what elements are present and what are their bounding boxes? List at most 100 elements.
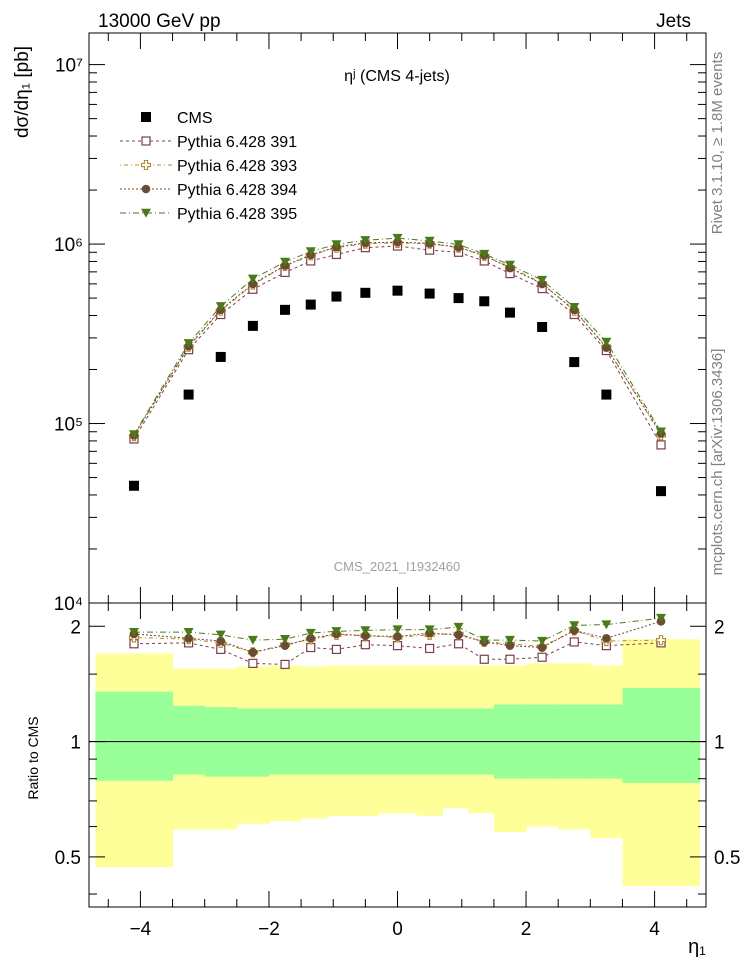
data-point-cms	[569, 357, 580, 368]
ratio-point	[280, 659, 290, 670]
ratio-point	[216, 636, 226, 646]
legend-marker	[141, 136, 151, 146]
mc-point	[479, 249, 490, 259]
main-y-tick-label: 10⁵	[54, 415, 83, 436]
main-series-line	[133, 237, 662, 435]
mc-point	[248, 279, 258, 289]
data-point-cms	[479, 296, 490, 307]
legend-marker	[140, 159, 152, 171]
uncertainty-band-inner	[622, 687, 701, 783]
ratio-point	[392, 625, 403, 635]
mc-point	[280, 257, 291, 267]
mc-point	[656, 427, 667, 437]
ratio-point	[183, 627, 194, 637]
main-y-tick-label: 10⁷	[55, 56, 83, 77]
mc-point	[247, 274, 258, 284]
uncertainty-band-inner	[236, 708, 270, 777]
ratio-point	[306, 642, 316, 653]
ratio-plot-panel: 0.5 0.5 1 1 2 2 −4 −2 0 2 4	[55, 602, 740, 940]
main-plot-panel: 10⁴ 10⁵ 10⁶ 10⁷	[54, 32, 707, 615]
ratio-point	[360, 640, 370, 650]
ratio-point	[424, 625, 435, 635]
ratio-y-tick-label-left: 2	[70, 617, 81, 638]
ratio-point	[306, 634, 316, 643]
ratio-point	[331, 644, 342, 655]
rivet-version-label: Rivet 3.1.10, ≥ 1.8M events	[709, 52, 726, 235]
ratio-point	[280, 635, 291, 644]
mc-point	[183, 339, 194, 348]
ratio-point	[360, 626, 371, 636]
ratio-point	[393, 632, 402, 641]
mc-point	[504, 260, 515, 270]
ratio-point	[569, 637, 579, 647]
mc-point	[424, 236, 435, 246]
data-point-cms	[360, 287, 371, 298]
ratio-point	[537, 636, 548, 646]
main-y-tick-label: 10⁴	[54, 594, 83, 615]
ratio-point	[537, 652, 547, 662]
ratio-point	[454, 630, 463, 640]
header-category-label: Jets	[656, 11, 691, 32]
ratio-point	[453, 639, 464, 649]
data-point-cms	[247, 320, 258, 331]
mc-point	[128, 430, 139, 439]
ratio-point	[601, 620, 612, 630]
ratio-point	[247, 635, 258, 645]
data-point-cms	[601, 389, 612, 400]
ratio-y-tick-label-left: 1	[70, 733, 81, 754]
ratio-y-tick-label-right: 1	[714, 733, 725, 754]
data-point-cms	[424, 288, 435, 299]
mc-point	[215, 302, 226, 311]
mc-point	[656, 440, 666, 450]
ratio-point	[505, 641, 515, 650]
ratio-point	[425, 643, 435, 654]
ratio-point	[215, 630, 226, 640]
ratio-y-tick-label-right: 2	[714, 617, 725, 638]
ratio-point	[537, 643, 547, 652]
data-point-cms	[453, 293, 464, 304]
ratio-point	[280, 641, 290, 650]
analysis-watermark: CMS_2021_I1932460	[334, 559, 461, 574]
ratio-y-axis-label: Ratio to CMS	[25, 716, 41, 799]
mcplots-credit-label: mcplots.cern.ch [arXiv:1306.3436]	[709, 349, 726, 576]
main-series-line	[133, 245, 662, 446]
uncertainty-band-inner	[95, 691, 174, 781]
ratio-point	[184, 634, 193, 643]
ratio-point	[656, 613, 667, 623]
uncertainty-band-inner	[172, 705, 206, 775]
ratio-point	[602, 634, 611, 643]
main-y-axis-label: dσ/dη₁ [pb]	[12, 46, 33, 138]
mc-point	[537, 275, 548, 285]
main-series-line	[133, 241, 662, 436]
ratio-point	[479, 654, 489, 664]
header-process-label: 13000 GeV pp	[98, 11, 221, 32]
data-point-cms	[305, 299, 316, 310]
ratio-point	[569, 626, 579, 635]
legend-label: Pythia 6.428 391	[177, 134, 297, 151]
ratio-y-tick-label-left: 0.5	[55, 848, 81, 869]
mc-point	[305, 247, 316, 257]
x-tick-label: 0	[392, 919, 403, 940]
main-plot-title: ηʲ (CMS 4-jets)	[344, 68, 450, 85]
x-axis-label: η₁	[688, 936, 706, 958]
legend-label: CMS	[177, 110, 213, 127]
legend: CMS Pythia 6.428 391 Pythia 6.428 393 Pythi…	[120, 110, 297, 223]
data-point-cms	[504, 307, 515, 318]
data-point-cms	[392, 285, 403, 296]
legend-marker	[141, 184, 151, 194]
data-point-cms	[280, 304, 291, 315]
mc-point	[392, 233, 403, 243]
mc-point	[569, 302, 580, 312]
ratio-point	[128, 627, 139, 637]
main-y-tick-label: 10⁶	[54, 235, 83, 256]
data-point-cms	[331, 291, 342, 302]
data-point-cms	[215, 351, 226, 362]
ratio-point	[479, 635, 490, 645]
ratio-point	[453, 622, 464, 632]
x-tick-label: −2	[258, 919, 280, 940]
ratio-series-line	[133, 629, 662, 653]
ratio-point	[305, 628, 316, 638]
ratio-point	[361, 631, 370, 640]
mc-point	[453, 240, 464, 250]
